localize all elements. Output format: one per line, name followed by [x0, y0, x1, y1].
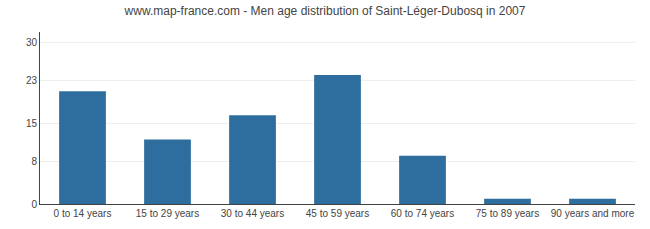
svg-text:23: 23 [26, 75, 38, 86]
svg-text:30: 30 [26, 37, 38, 48]
svg-text:15: 15 [26, 118, 38, 129]
svg-text:90 years and more: 90 years and more [551, 208, 635, 219]
svg-text:60 to 74 years: 60 to 74 years [391, 208, 454, 219]
svg-text:8: 8 [31, 156, 37, 167]
svg-text:45 to 59 years: 45 to 59 years [306, 208, 369, 219]
svg-text:0: 0 [31, 199, 37, 210]
svg-text:30 to 44 years: 30 to 44 years [221, 208, 284, 219]
svg-text:www.map-france.com - Men age d: www.map-france.com - Men age distributio… [124, 4, 526, 18]
svg-text:0 to 14 years: 0 to 14 years [54, 208, 112, 219]
svg-text:75 to 89 years: 75 to 89 years [476, 208, 539, 219]
svg-text:15 to 29 years: 15 to 29 years [136, 208, 199, 219]
